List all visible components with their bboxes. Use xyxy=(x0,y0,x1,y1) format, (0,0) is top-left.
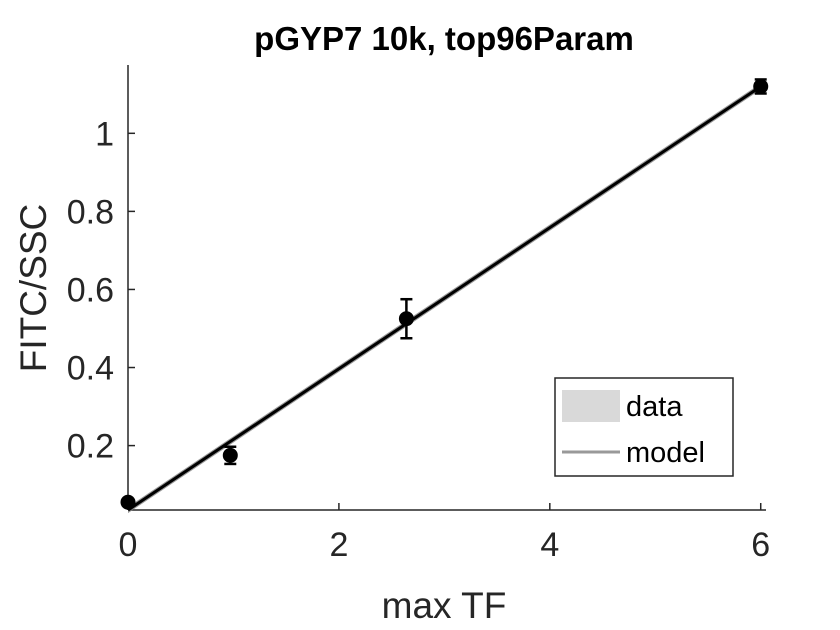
data-point xyxy=(398,311,414,327)
x-tick-label: 6 xyxy=(751,526,770,564)
legend-label: data xyxy=(626,391,683,423)
y-tick-label: 0.2 xyxy=(67,428,114,466)
x-tick-label: 4 xyxy=(540,526,559,564)
plot-area: 0 2 4 6 0.2 0.4 0.6 0.8 1 xyxy=(67,65,770,564)
legend: data model xyxy=(554,377,734,477)
chart-title: pGYP7 10k, top96Param xyxy=(254,20,634,57)
legend-swatch-data xyxy=(562,390,620,422)
legend-box xyxy=(554,377,734,477)
y-tick-label: 0.4 xyxy=(67,350,114,388)
y-tick-label: 1 xyxy=(95,115,114,153)
y-tick-label: 0.8 xyxy=(67,193,114,231)
y-tick-label: 0.6 xyxy=(67,271,114,309)
legend-label: model xyxy=(626,437,705,469)
model-line xyxy=(127,85,762,512)
x-axis-label: max TF xyxy=(382,585,507,626)
x-tick-label: 0 xyxy=(119,526,138,564)
x-tick-label: 2 xyxy=(329,526,348,564)
data-point xyxy=(120,494,136,510)
y-axis-label: FITC/SSC xyxy=(13,204,54,373)
data-point xyxy=(753,78,769,94)
data-point xyxy=(222,447,238,463)
